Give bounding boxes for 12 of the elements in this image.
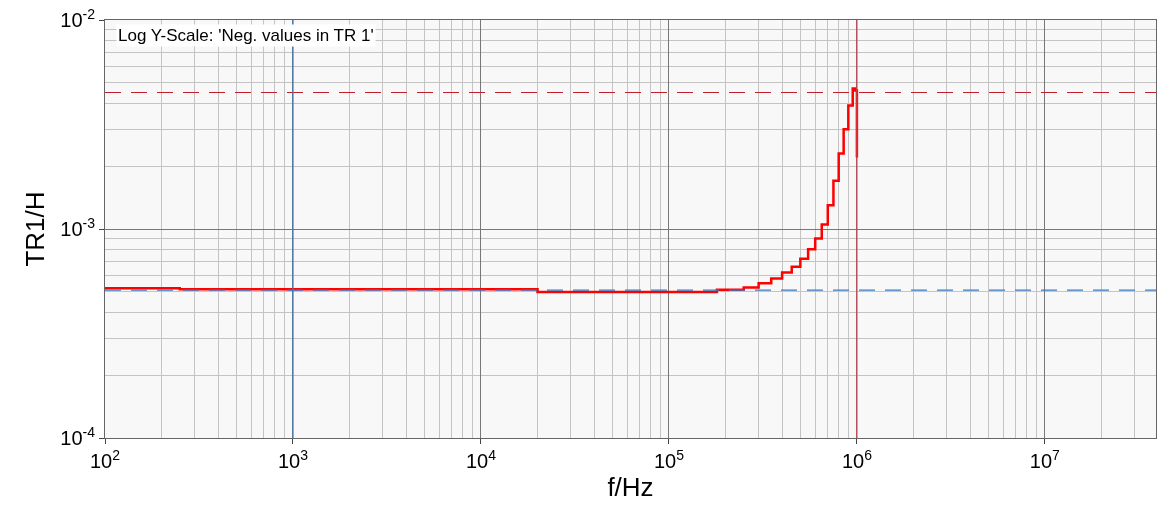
x-tick-label: 10$^{4}$ (465, 446, 497, 472)
x-axis-title: f/Hz (607, 471, 654, 502)
x-tick-label: 10$^{6}$ (841, 446, 873, 472)
y-tick-label: 10$^{-2}$ (60, 5, 96, 31)
x-tick-label: 10$^{7}$ (1029, 446, 1061, 472)
y-tick-label: 10$^{-4}$ (60, 423, 96, 449)
annotation: Log Y-Scale: 'Neg. values in TR 1' (118, 26, 374, 45)
x-tick-label: 10$^{5}$ (653, 446, 685, 472)
y-tick-label: 10$^{-3}$ (60, 214, 96, 240)
y-axis-title: TR1/H (19, 191, 50, 267)
x-tick-label: 10$^{2}$ (89, 446, 121, 472)
x-tick-label: 10$^{3}$ (277, 446, 309, 472)
